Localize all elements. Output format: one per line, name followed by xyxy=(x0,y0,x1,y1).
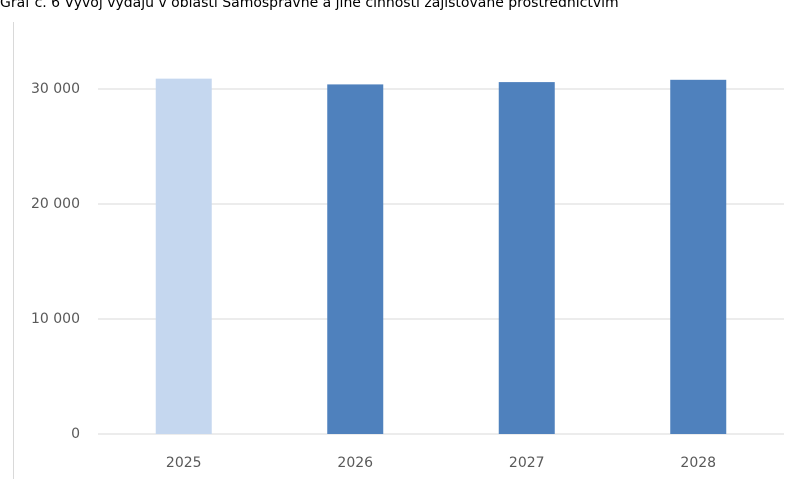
y-tick-label: 20 000 xyxy=(31,196,80,212)
x-tick-label: 2026 xyxy=(337,455,373,471)
bar xyxy=(670,79,727,435)
bar xyxy=(155,78,212,435)
x-tick-label: 2025 xyxy=(166,455,202,471)
bar xyxy=(498,82,555,434)
bar xyxy=(327,84,384,435)
x-tick-label: 2027 xyxy=(509,455,545,471)
y-tick-label: 10 000 xyxy=(31,311,80,327)
y-tick-label: 30 000 xyxy=(31,81,80,97)
chart-title: Graf č. 6 Vývoj výdajů v oblasti Samospr… xyxy=(0,0,619,11)
x-tick-label: 2028 xyxy=(680,455,716,471)
y-tick-label: 0 xyxy=(71,426,80,442)
